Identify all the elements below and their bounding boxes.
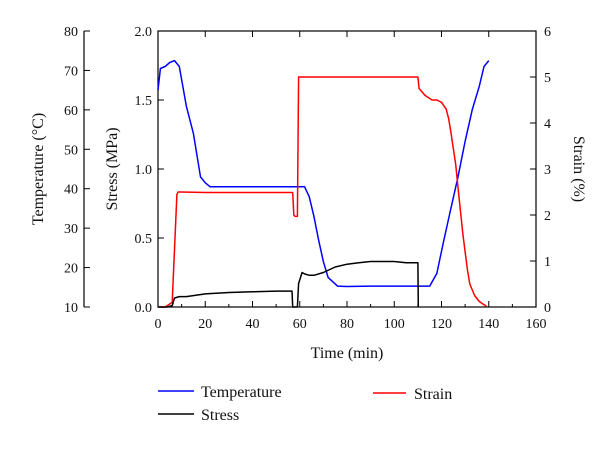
legend-label-temperature: Temperature	[201, 384, 282, 401]
stress-axis-label: Stress (MPa)	[104, 127, 121, 210]
strain-tick-label: 4	[544, 117, 551, 132]
strain-axis-label: Strain (%)	[570, 136, 587, 202]
x-tick-label: 100	[384, 317, 405, 332]
legend-label-stress: Stress	[201, 407, 239, 424]
stress-tick-label: 2.0	[135, 25, 153, 40]
strain-tick-label: 0	[544, 301, 551, 316]
x-axis-ticks: 0 20 40 60 80 100 120 140 160	[155, 31, 547, 332]
strain-tick-label: 3	[544, 163, 551, 178]
temperature-tick-label: 50	[64, 143, 78, 158]
series-layer	[157, 59, 490, 308]
stress-tick-label: 1.0	[135, 163, 153, 178]
x-tick-label: 80	[340, 317, 354, 332]
temperature-series-line	[157, 59, 490, 288]
stress-tick-label: 0.5	[135, 232, 153, 247]
x-tick-label: 40	[246, 317, 260, 332]
strain-tick-label: 1	[544, 255, 551, 270]
temperature-tick-label: 60	[64, 104, 78, 119]
x-tick-label: 120	[431, 317, 452, 332]
plot-frame	[157, 30, 537, 308]
legend: Temperature Strain Stress	[158, 384, 452, 424]
stress-tick-label: 1.5	[135, 94, 153, 109]
temperature-axis: 10 20 30 40 50 60 70 80	[64, 25, 90, 316]
strain-tick-label: 2	[544, 209, 551, 224]
strain-tick-label: 5	[544, 71, 551, 86]
x-axis-label: Time (min)	[311, 345, 384, 362]
temperature-tick-label: 30	[64, 222, 78, 237]
temperature-tick-label: 80	[64, 25, 78, 40]
stress-tick-label: 0.0	[135, 301, 153, 316]
x-tick-label: 160	[526, 317, 547, 332]
temperature-tick-label: 10	[64, 301, 78, 316]
x-tick-label: 20	[198, 317, 212, 332]
temperature-tick-label: 40	[64, 183, 78, 198]
temperature-tick-label: 20	[64, 262, 78, 277]
strain-series-line	[158, 76, 487, 308]
x-tick-label: 140	[478, 317, 499, 332]
x-tick-label: 0	[155, 317, 162, 332]
stress-series-line	[158, 260, 420, 308]
legend-label-strain: Strain	[414, 386, 452, 403]
temperature-axis-label: Temperature (°C)	[30, 113, 47, 225]
x-tick-label: 60	[293, 317, 307, 332]
temperature-tick-label: 70	[64, 64, 78, 79]
strain-tick-label: 6	[544, 25, 551, 40]
